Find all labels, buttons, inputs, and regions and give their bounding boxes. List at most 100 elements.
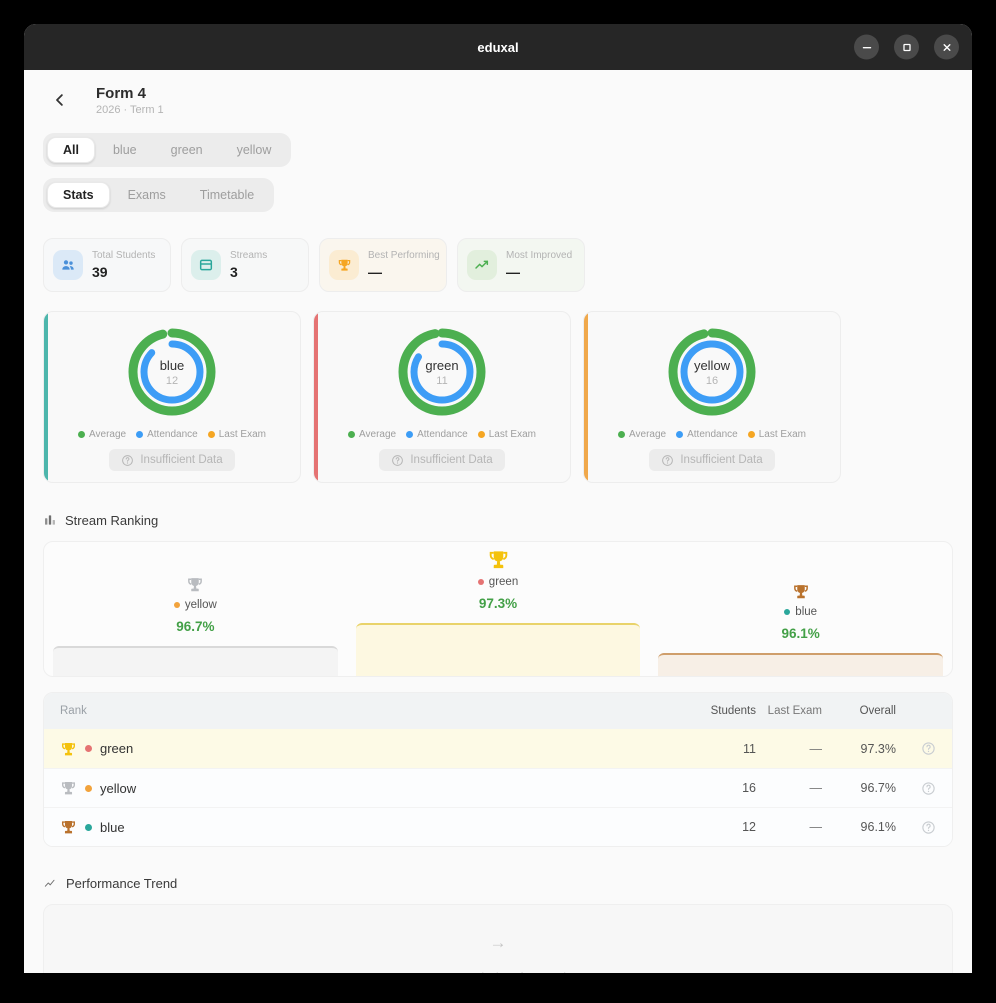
table-row-blue[interactable]: blue 12 — 96.1% — [44, 807, 952, 846]
stream-donut-chart: yellow 16 — [660, 320, 764, 424]
legend-label: Last Exam — [488, 429, 536, 440]
overall-cell: 96.7% — [860, 781, 896, 795]
stream-accent-stripe — [314, 312, 318, 482]
stream-donut-chart: blue 12 — [120, 320, 224, 424]
legend-average: Average — [618, 429, 666, 440]
table-row-green[interactable]: green 11 — 97.3% — [44, 729, 952, 768]
view-tabs: Stats Exams Timetable — [43, 178, 275, 212]
legend-last-exam: Last Exam — [747, 429, 806, 440]
legend-label: Average — [89, 429, 127, 440]
stream-donut-chart: green 11 — [390, 320, 494, 424]
tab-timetable[interactable]: Timetable — [184, 182, 270, 208]
info-cell — [896, 741, 936, 756]
attendance-ring — [680, 340, 744, 404]
question-circle-icon[interactable] — [921, 741, 936, 756]
stream-name: green — [100, 741, 134, 756]
insufficient-data-label: Insufficient Data — [680, 454, 763, 466]
insufficient-data-button[interactable]: Insufficient Data — [109, 449, 235, 471]
question-circle-icon[interactable] — [921, 820, 936, 835]
last-exam-dot — [477, 431, 485, 438]
stat-cards-row: Total Students 39 Streams 3 Best Perfo — [43, 238, 953, 292]
back-button[interactable] — [50, 90, 70, 110]
maximize-icon — [902, 43, 911, 51]
attendance-dot — [136, 431, 144, 438]
legend-label: Average — [629, 429, 667, 440]
arrow-right-icon: → — [489, 933, 507, 952]
chevron-left-icon — [56, 94, 63, 106]
average-ring — [128, 328, 216, 416]
podium-stream-name: yellow — [184, 599, 217, 611]
close-icon — [943, 43, 950, 51]
gold-trophy-icon — [489, 550, 507, 570]
podium-third-place: blue 96.1% — [649, 542, 952, 676]
stream-card-green: green 11 Average Attendance Last Exam In… — [313, 311, 571, 483]
legend-average: Average — [348, 429, 396, 440]
stream-dot — [85, 784, 92, 792]
stream-cards-row: blue 12 Average Attendance Last Exam Ins… — [43, 311, 953, 483]
podium-stream-label: green — [477, 576, 519, 588]
stream-dot — [784, 609, 791, 615]
section-title: Performance Trend — [66, 875, 178, 891]
stat-text: Best Performing — — [368, 250, 440, 280]
question-circle-icon — [122, 454, 134, 466]
stat-label: Most Improved — [506, 250, 573, 261]
average-ring — [398, 328, 486, 416]
info-cell — [896, 820, 936, 835]
average-dot — [618, 431, 626, 438]
stream-name: yellow — [100, 780, 137, 796]
insufficient-data-button[interactable]: Insufficient Data — [379, 449, 505, 471]
insufficient-data-button[interactable]: Insufficient Data — [649, 449, 775, 471]
page-content: Form 4 2026 · Term 1 All blue green yell… — [24, 70, 972, 973]
podium-stream-name: green — [488, 576, 519, 588]
donut-legend: Average Attendance Last Exam — [348, 429, 536, 440]
legend-last-exam: Last Exam — [207, 429, 266, 440]
trend-empty-text: Not enough data for trends — [424, 971, 573, 973]
info-cell — [896, 781, 936, 796]
legend-label: Attendance — [417, 429, 468, 440]
tab-green[interactable]: green — [155, 137, 219, 163]
legend-label: Average — [359, 429, 397, 440]
header-students: Students — [710, 705, 756, 717]
last-exam-cell: — — [809, 781, 823, 795]
stream-name: green — [425, 357, 459, 373]
legend-label: Attendance — [147, 429, 198, 440]
donut-center: yellow 16 — [660, 320, 764, 424]
header-rank: Rank — [60, 705, 87, 717]
attendance-dot — [676, 431, 684, 438]
stream-accent-stripe — [44, 312, 48, 482]
maximize-button[interactable] — [894, 34, 919, 60]
stream-card-blue: blue 12 Average Attendance Last Exam Ins… — [43, 311, 301, 483]
table-header-row: Rank Students Last Exam Overall — [44, 693, 952, 729]
stat-label: Total Students — [92, 250, 156, 261]
podium-stream-name: blue — [795, 606, 818, 618]
tab-blue[interactable]: blue — [97, 137, 153, 163]
tab-exams[interactable]: Exams — [112, 182, 182, 208]
stream-filter-tabs: All blue green yellow — [43, 133, 292, 167]
app-window: eduxal Form 4 2026 · Term 1 — [24, 24, 972, 973]
rank-cell: blue — [60, 819, 692, 835]
close-button[interactable] — [934, 34, 959, 60]
tab-yellow[interactable]: yellow — [221, 137, 288, 163]
silver-trophy-icon — [61, 781, 76, 796]
header-overall: Overall — [859, 705, 896, 717]
stat-card-streams: Streams 3 — [181, 238, 309, 292]
stat-value: — — [506, 264, 520, 280]
stream-ranking-header: Stream Ranking — [43, 510, 953, 530]
stream-dot — [85, 823, 92, 831]
stream-student-count: 12 — [165, 374, 179, 387]
table-row-yellow[interactable]: yellow 16 — 96.7% — [44, 768, 952, 807]
question-circle-icon[interactable] — [921, 781, 936, 796]
minimize-button[interactable] — [854, 34, 879, 60]
page-header: Form 4 2026 · Term 1 — [43, 84, 953, 116]
donut-rings — [398, 328, 486, 416]
legend-attendance: Attendance — [406, 429, 468, 440]
last-exam-cell: — — [809, 820, 823, 834]
legend-label: Last Exam — [758, 429, 806, 440]
tab-all[interactable]: All — [47, 137, 95, 163]
tab-stats[interactable]: Stats — [47, 182, 110, 208]
stream-student-count: 11 — [436, 374, 448, 387]
page-title: Form 4 — [96, 84, 147, 102]
stat-text: Most Improved — — [506, 250, 572, 280]
trophy-icon — [329, 250, 359, 280]
stat-text: Total Students 39 — [92, 250, 155, 280]
